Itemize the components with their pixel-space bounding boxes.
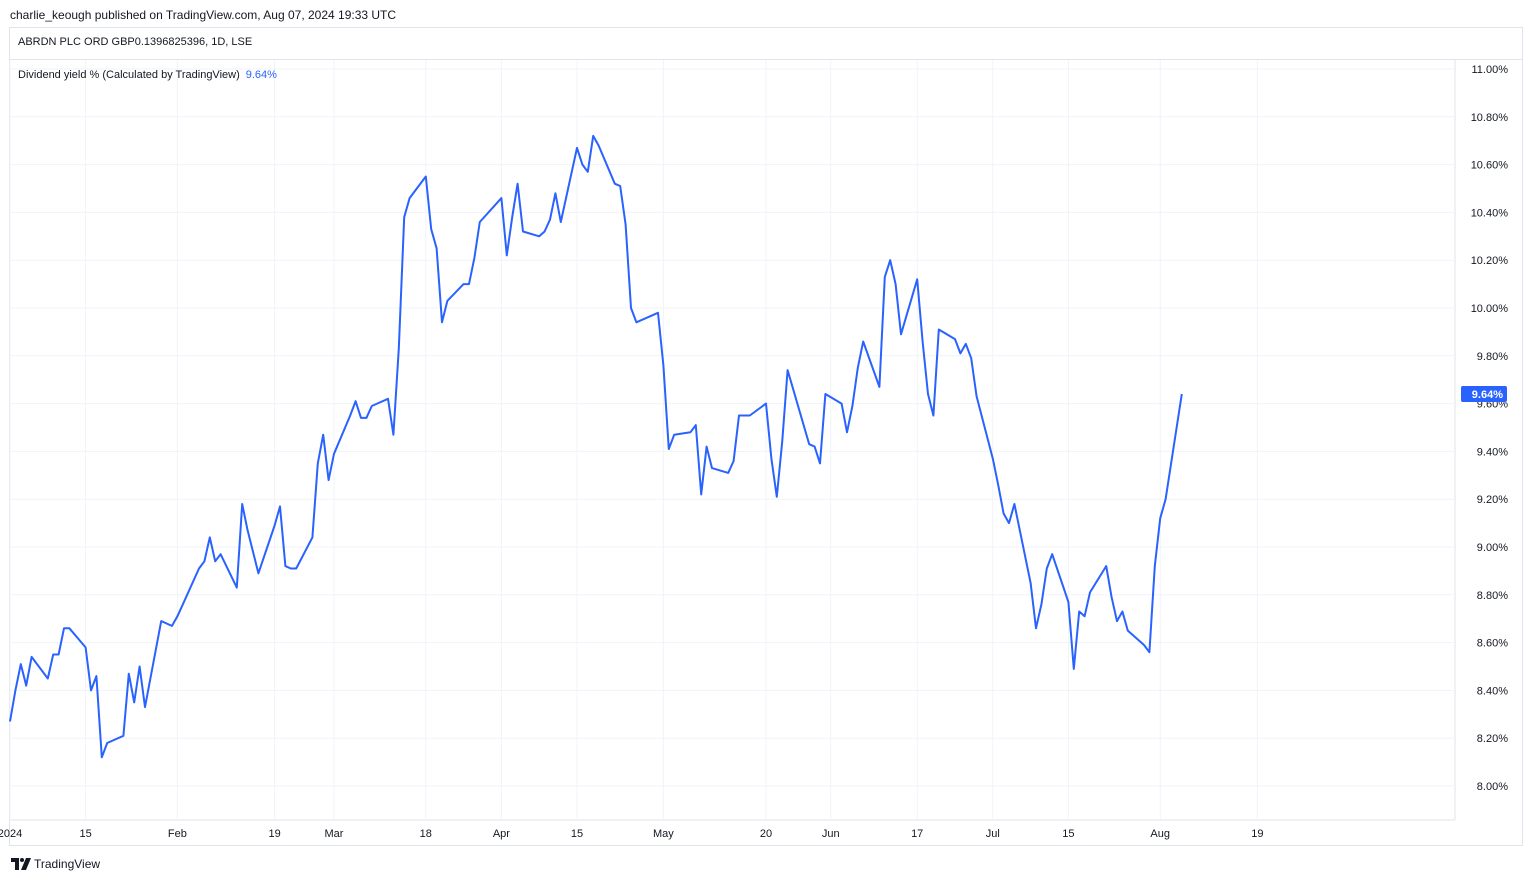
y-tick-label: 8.80% [1477, 590, 1508, 602]
footer-brand[interactable]: TradingView [10, 857, 100, 871]
x-tick-label: Apr [493, 828, 510, 840]
last-value-badge-group: 9.64% [1461, 386, 1507, 403]
y-tick-label: 10.60% [1471, 160, 1509, 172]
x-tick-label: 18 [420, 828, 432, 840]
x-tick-label: 15 [1062, 828, 1074, 840]
y-tick-label: 8.40% [1477, 685, 1508, 697]
x-tick-label: Mar [325, 828, 344, 840]
y-tick-label: 10.80% [1471, 112, 1509, 124]
y-tick-label: 9.20% [1477, 494, 1508, 506]
publish-line: charlie_keough published on TradingView.… [10, 8, 397, 22]
x-tick-label: Jun [822, 828, 840, 840]
series [9, 134, 1183, 759]
tradingview-logo-icon [11, 858, 31, 870]
y-tick-label: 10.20% [1471, 255, 1509, 267]
x-tick-label: 19 [268, 828, 280, 840]
y-axis: 11.00% 10.80% 10.60% 10.40% 10.20% 10.00% 9.80… [1471, 64, 1509, 793]
indicator-label: Dividend yield % (Calculated by TradingV… [18, 69, 240, 81]
x-tick-label: 17 [911, 828, 923, 840]
grid [9, 60, 1456, 821]
y-tick-label: 10.00% [1471, 303, 1509, 315]
x-tick-label: Feb [168, 828, 187, 840]
x-tick-label: 15 [79, 828, 91, 840]
x-tick-label: 2024 [0, 828, 22, 840]
x-tick-label: Aug [1150, 828, 1170, 840]
x-tick-label: 20 [760, 828, 772, 840]
y-tick-label: 9.40% [1477, 446, 1508, 458]
y-tick-label: 8.60% [1477, 638, 1508, 650]
y-tick-label: 10.40% [1471, 207, 1509, 219]
y-tick-label: 11.00% [1472, 64, 1509, 76]
x-axis: 2024 15 Feb 19 Mar 18 Apr 15 May 20 Jun 17 Jul 15 Aug 1… [0, 828, 1264, 840]
symbol-title: ABRDN PLC ORD GBP0.1396825396, 1D, LSE [18, 36, 253, 48]
y-tick-label: 8.20% [1477, 733, 1508, 745]
x-tick-label: 15 [571, 828, 583, 840]
indicator-value: 9.64% [245, 69, 277, 81]
y-tick-label: 9.80% [1477, 351, 1508, 363]
last-value-label: 9.64% [1472, 389, 1503, 401]
indicator-legend[interactable]: Dividend yield % (Calculated by TradingV… [18, 69, 277, 81]
dividend-yield-line [9, 134, 1183, 759]
x-tick-label: 19 [1251, 828, 1263, 840]
y-tick-label: 8.00% [1477, 781, 1508, 793]
y-tick-label: 9.00% [1477, 542, 1508, 554]
footer-brand-label: TradingView [34, 857, 101, 871]
x-tick-label: Jul [986, 828, 1000, 840]
x-tick-label: May [653, 828, 674, 840]
chart-header: ABRDN PLC ORD GBP0.1396825396, 1D, LSE [9, 27, 1523, 60]
last-value-badge [1461, 386, 1507, 403]
